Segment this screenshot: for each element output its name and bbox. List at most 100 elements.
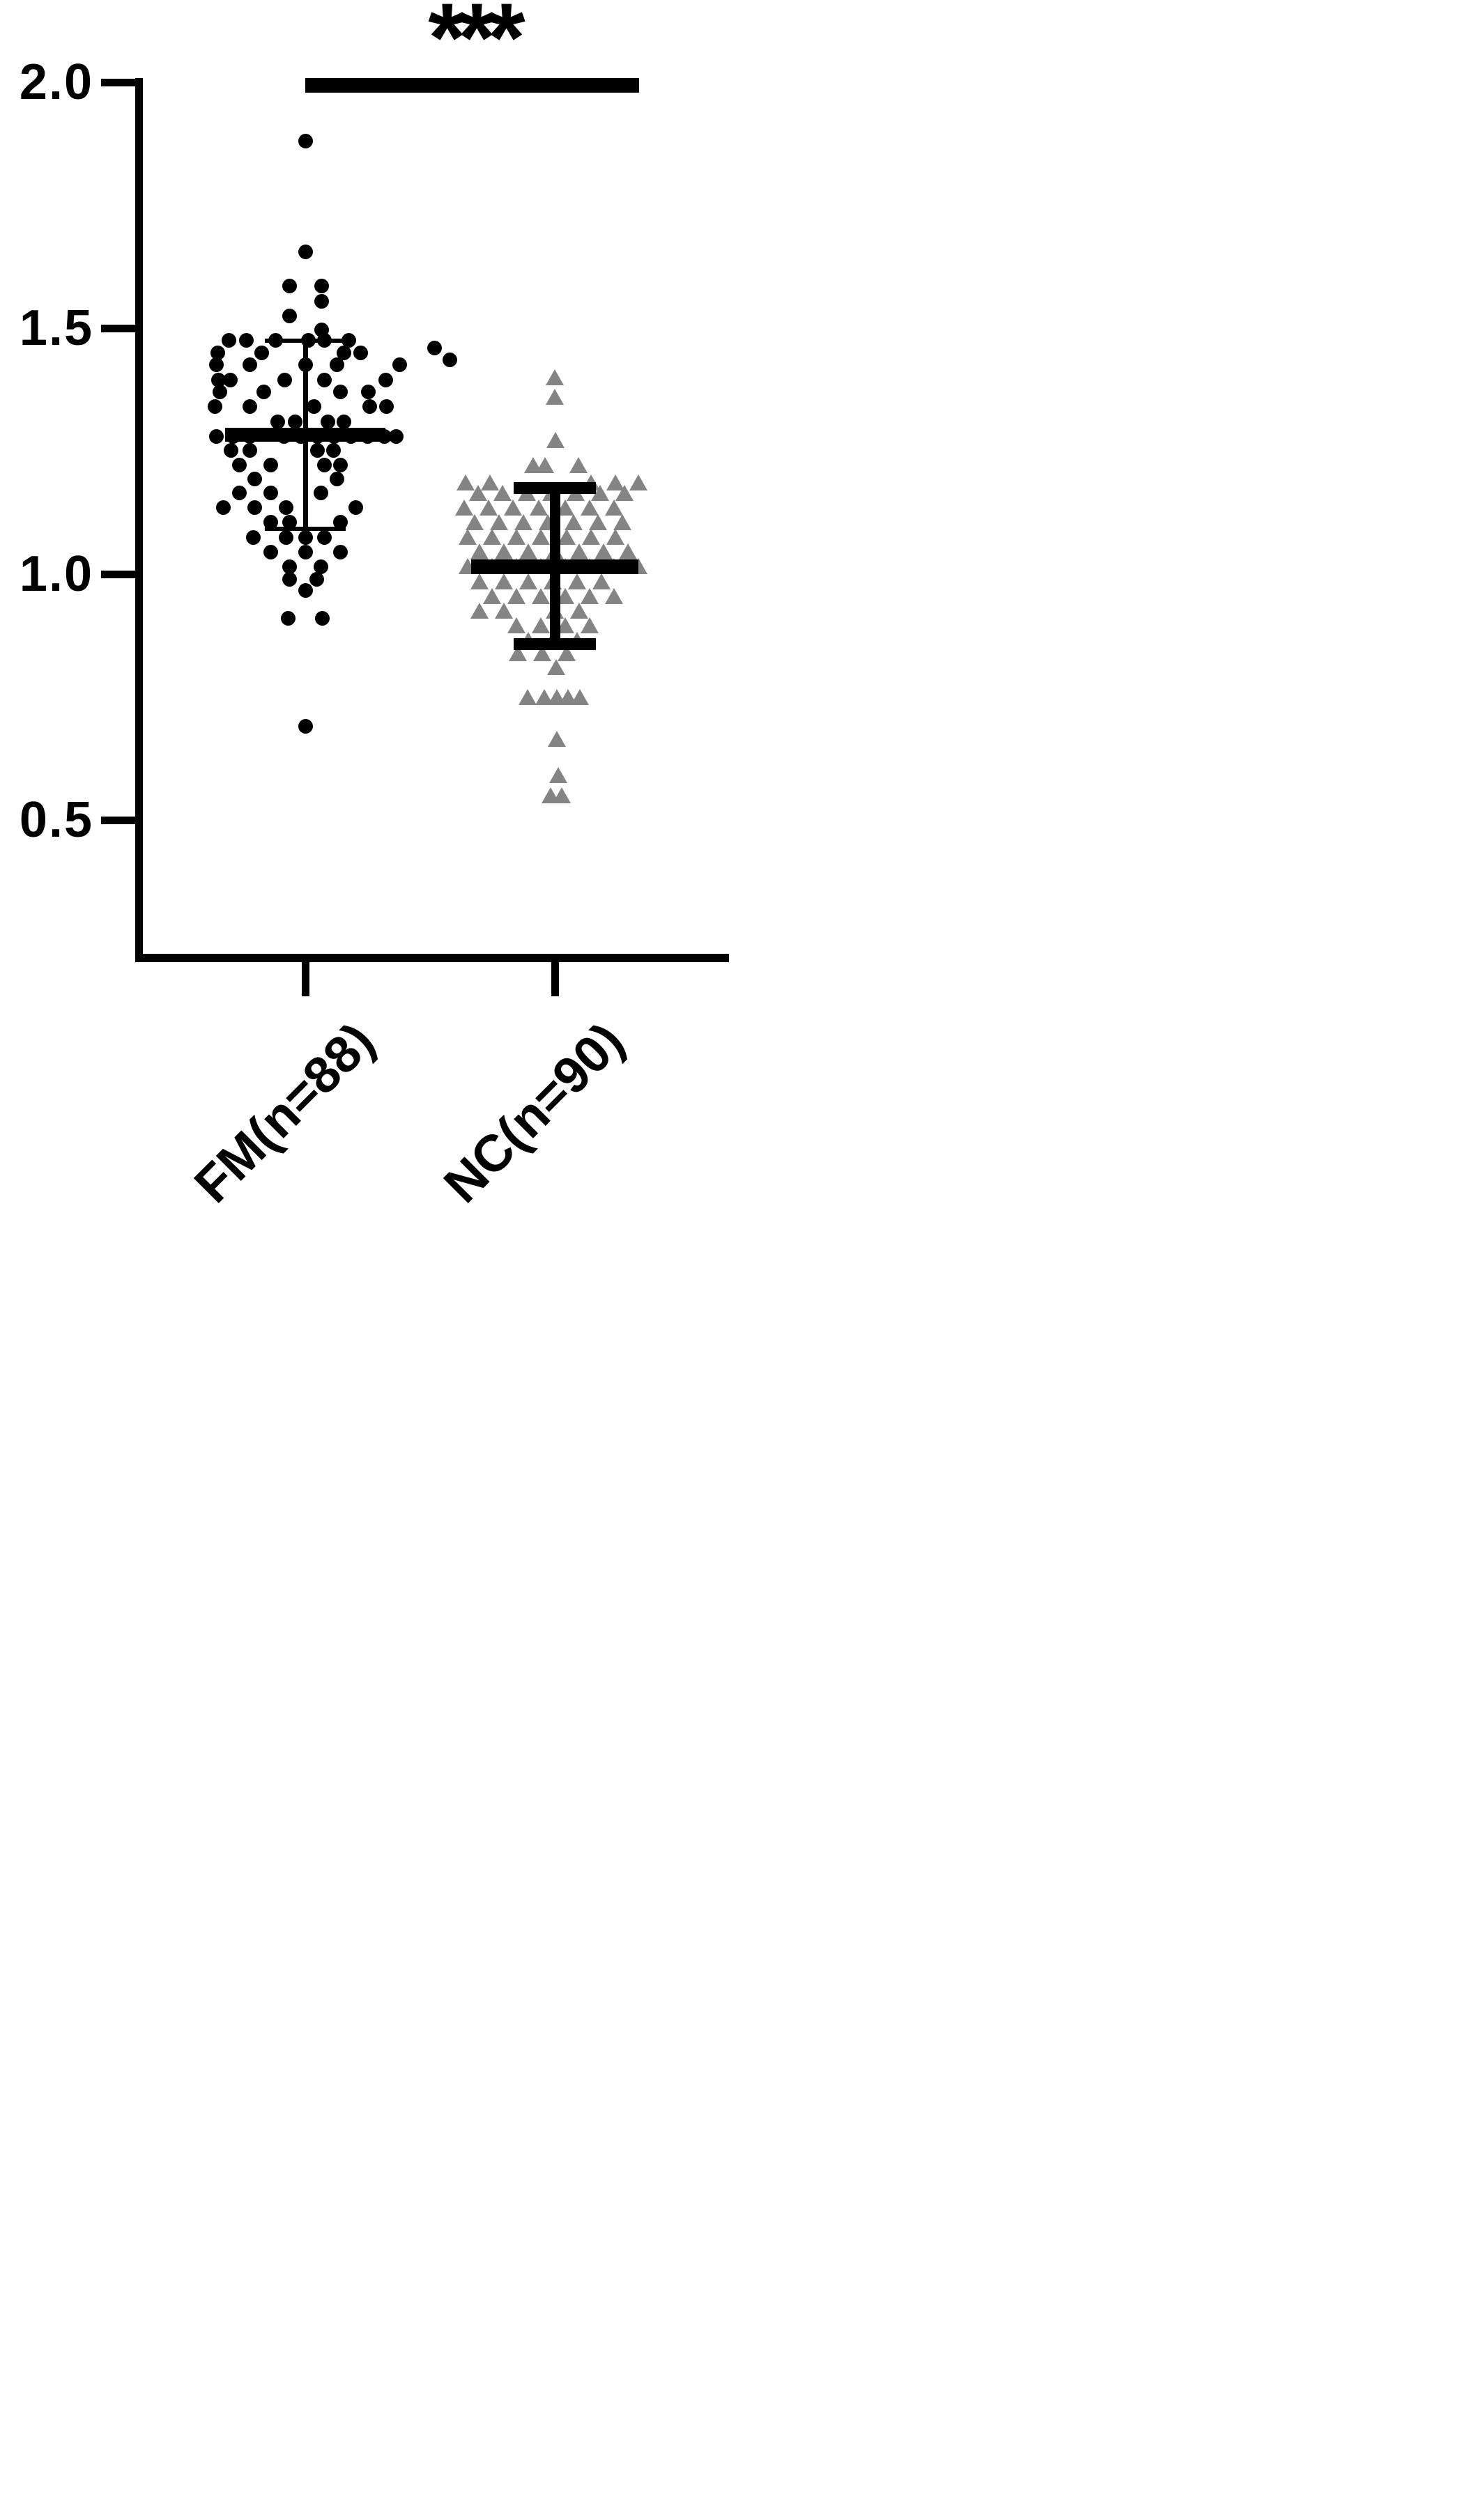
data-point-circle xyxy=(329,357,344,373)
data-point-triangle xyxy=(468,484,487,501)
data-point-circle xyxy=(280,611,296,626)
data-point-circle xyxy=(270,414,285,429)
data-point-triangle xyxy=(482,529,501,546)
data-point-circle xyxy=(279,529,293,545)
data-point-triangle xyxy=(530,499,548,516)
data-point-triangle xyxy=(594,543,613,560)
data-point-circle xyxy=(353,345,368,360)
data-point-triangle xyxy=(570,688,589,705)
data-point-triangle xyxy=(629,474,647,491)
data-point-circle xyxy=(298,582,313,598)
data-point-triangle xyxy=(569,543,588,560)
data-point-circle xyxy=(263,515,278,530)
data-point-circle xyxy=(348,500,363,516)
data-point-circle xyxy=(317,529,332,545)
data-point-circle xyxy=(341,333,356,348)
data-point-triangle xyxy=(548,767,567,784)
data-point-circle xyxy=(221,333,236,348)
data-point-circle xyxy=(314,486,328,500)
data-point-circle xyxy=(321,414,335,429)
data-point-circle xyxy=(287,414,302,429)
data-point-circle xyxy=(362,399,377,415)
data-point-triangle xyxy=(545,369,564,385)
data-point-circle xyxy=(282,515,297,530)
data-point-triangle xyxy=(547,730,566,747)
data-point-triangle xyxy=(495,602,513,619)
data-point-triangle xyxy=(531,617,550,634)
y-tick-mark xyxy=(101,570,135,578)
data-point-circle xyxy=(298,719,313,734)
data-point-circle xyxy=(329,472,344,487)
data-point-triangle xyxy=(546,431,565,448)
data-point-circle xyxy=(279,500,293,516)
data-point-circle xyxy=(378,372,393,387)
data-point-triangle xyxy=(555,587,574,604)
data-point-triangle xyxy=(555,617,574,634)
data-point-triangle xyxy=(482,587,501,604)
data-point-triangle xyxy=(531,529,550,546)
data-point-circle xyxy=(298,134,313,149)
data-point-circle xyxy=(208,428,224,444)
data-point-circle xyxy=(245,529,261,545)
data-point-circle xyxy=(242,399,257,415)
data-point-circle xyxy=(427,340,442,355)
data-point-circle xyxy=(388,428,404,444)
data-point-triangle xyxy=(514,513,532,530)
error-bar-cap-bottom xyxy=(265,527,346,532)
data-point-triangle xyxy=(519,688,537,705)
data-point-circle xyxy=(443,353,457,368)
data-point-triangle xyxy=(580,617,599,634)
data-point-circle xyxy=(277,372,292,387)
data-point-triangle xyxy=(569,456,588,473)
data-point-triangle xyxy=(503,499,522,516)
data-point-circle xyxy=(216,500,231,516)
data-point-circle xyxy=(238,333,254,348)
data-point-circle xyxy=(242,357,257,373)
data-point-circle xyxy=(209,357,224,373)
data-point-triangle xyxy=(493,484,512,501)
data-point-circle xyxy=(263,486,278,500)
mean-line xyxy=(225,428,385,442)
y-tick-mark xyxy=(101,78,135,86)
data-point-triangle xyxy=(606,529,624,546)
data-point-circle xyxy=(263,457,278,472)
data-point-triangle xyxy=(470,573,489,589)
y-tick-label: 2.0 xyxy=(19,54,93,110)
data-point-triangle xyxy=(569,602,588,619)
data-point-triangle xyxy=(507,587,525,604)
data-point-triangle xyxy=(495,543,513,560)
data-point-circle xyxy=(223,442,238,458)
data-point-circle xyxy=(392,357,407,373)
y-tick-mark xyxy=(101,816,135,824)
beeswarm-plot: 2.0 1.5 1.0 0.5 *** FM(n=88) NC(n=90) xyxy=(0,0,729,1260)
error-bar-cap-top xyxy=(265,339,346,343)
data-point-triangle xyxy=(580,499,599,516)
data-point-triangle xyxy=(489,513,508,530)
data-point-triangle xyxy=(454,499,473,516)
data-point-circle xyxy=(325,442,341,458)
data-point-circle xyxy=(310,442,325,458)
data-point-triangle xyxy=(519,573,537,589)
data-point-circle xyxy=(317,372,332,387)
data-point-triangle xyxy=(458,529,477,546)
data-point-triangle xyxy=(580,587,599,604)
y-tick-label: 1.5 xyxy=(19,300,93,356)
data-point-circle xyxy=(298,544,313,559)
data-point-circle xyxy=(298,245,313,260)
data-point-circle xyxy=(282,571,297,587)
data-point-triangle xyxy=(470,602,489,619)
x-tick-mark xyxy=(301,962,309,996)
data-point-triangle xyxy=(465,513,484,530)
data-point-circle xyxy=(332,515,348,530)
y-tick-label: 0.5 xyxy=(19,792,93,848)
data-point-circle xyxy=(247,472,262,487)
data-point-circle xyxy=(309,571,324,587)
data-point-triangle xyxy=(604,587,623,604)
y-axis-line xyxy=(135,78,143,962)
data-point-circle xyxy=(378,399,394,415)
data-point-triangle xyxy=(553,787,571,803)
data-point-circle xyxy=(332,385,348,400)
data-point-triangle xyxy=(495,573,513,589)
data-point-circle xyxy=(222,372,238,387)
data-point-triangle xyxy=(558,529,576,546)
